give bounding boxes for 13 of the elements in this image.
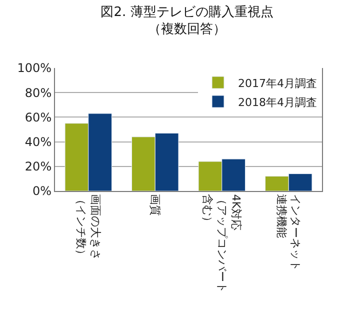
y-tick-label: 0% <box>32 184 52 198</box>
y-tick-label: 20% <box>24 160 52 174</box>
x-tick-label: 画質 <box>148 194 162 216</box>
y-tick-label: 80% <box>24 86 52 100</box>
legend-label: 2017年4月調査 <box>238 76 317 90</box>
y-tick-label: 100% <box>17 61 52 76</box>
y-tick-label: 40% <box>24 135 52 149</box>
y-tick-label: 60% <box>24 110 52 124</box>
x-tick-label: 4K対応（アップコンバート含む） <box>201 194 243 294</box>
x-tick-label: インターネット連携機能 <box>274 194 302 272</box>
chart-title: 図2. 薄型テレビの購入重視点（複数回答） <box>100 4 274 37</box>
legend-label: 2018年4月調査 <box>238 96 317 109</box>
x-tick-label: 画面の大きさ（インチ数） <box>74 194 102 260</box>
